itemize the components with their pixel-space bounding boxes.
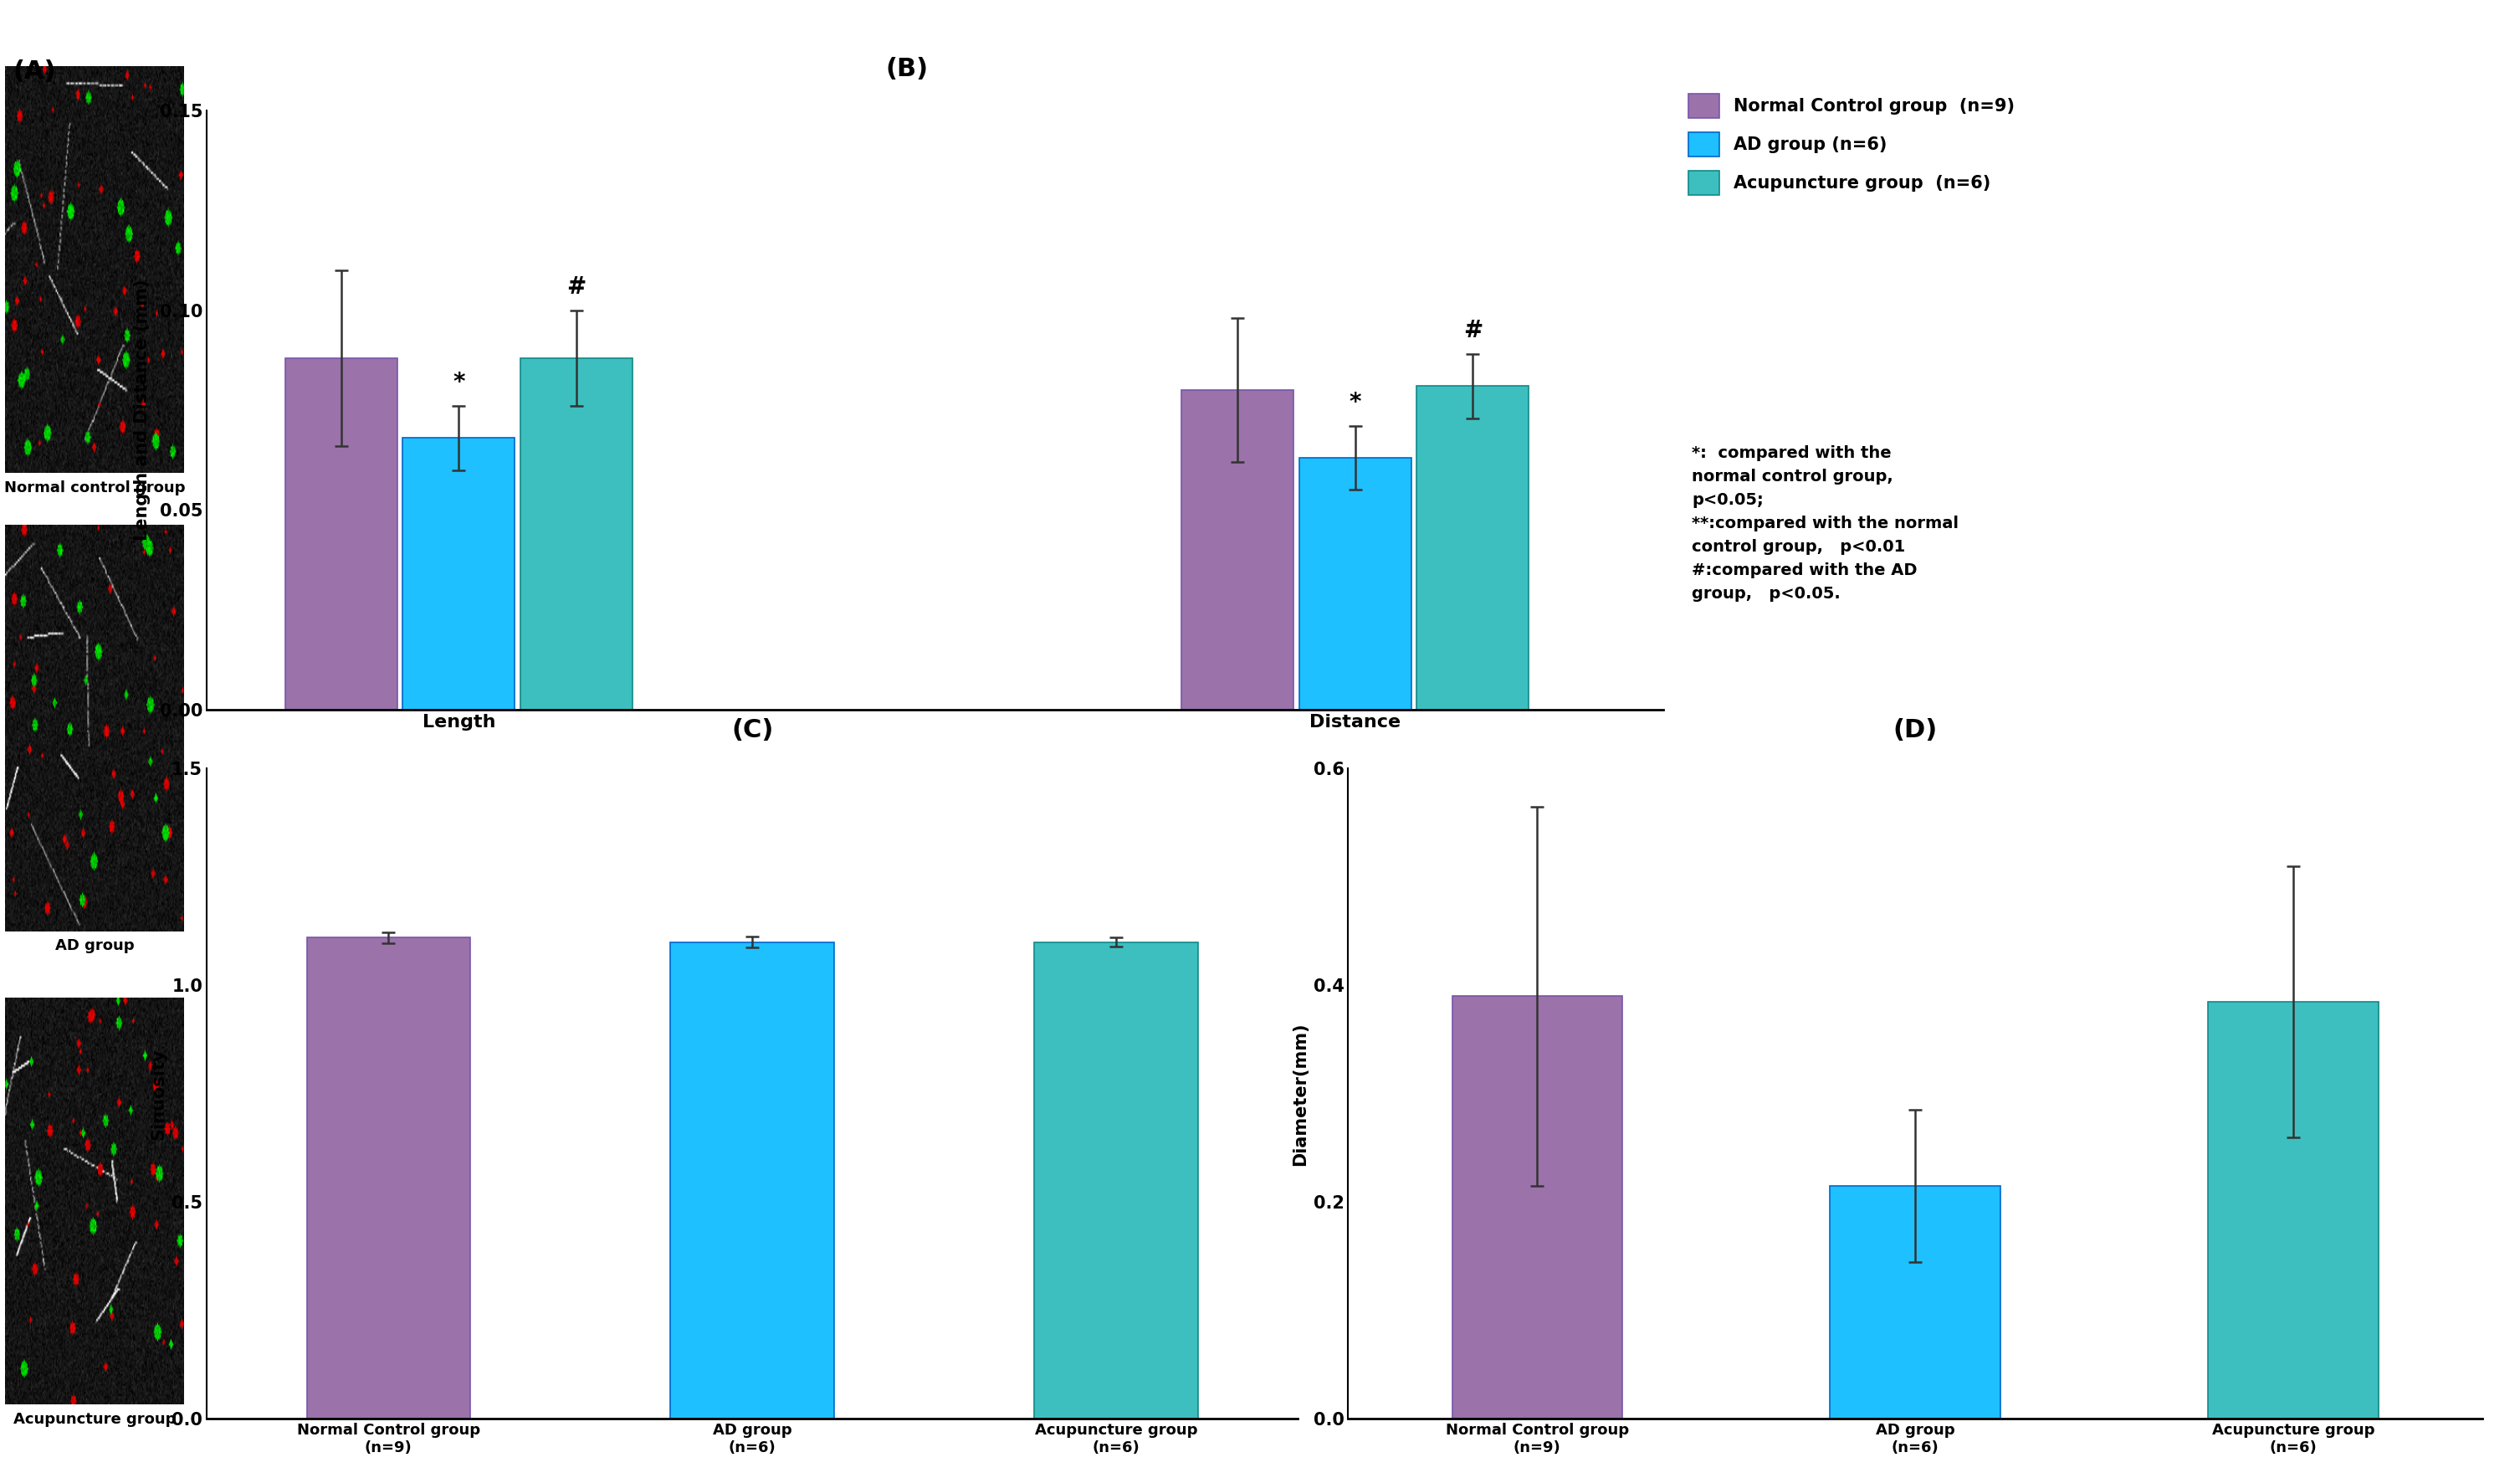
Legend: Normal Control group  (n=9), AD group (n=6), Acupuncture group  (n=6): Normal Control group (n=9), AD group (n=… — [1683, 90, 2019, 200]
Text: (D): (D) — [1893, 718, 1938, 742]
Text: #: # — [1464, 319, 1482, 343]
Bar — [1452, 996, 1623, 1419]
Bar — [307, 937, 471, 1419]
Y-axis label: Diameter(mm): Diameter(mm) — [1293, 1021, 1308, 1166]
Text: (B): (B) — [885, 56, 927, 81]
Text: #: # — [567, 275, 587, 299]
Bar — [1830, 1185, 2001, 1419]
Bar — [1416, 386, 1530, 709]
Text: AD group: AD group — [55, 939, 134, 953]
Bar — [403, 437, 514, 709]
Y-axis label: Sinuosity: Sinuosity — [151, 1048, 166, 1140]
Text: (A): (A) — [13, 59, 55, 83]
Bar — [670, 941, 834, 1419]
Bar — [1033, 941, 1197, 1419]
Text: *: * — [1348, 390, 1361, 414]
Bar — [1182, 390, 1293, 709]
Bar — [1300, 458, 1411, 709]
Bar — [285, 358, 398, 709]
Y-axis label: Length and Distance (mm): Length and Distance (mm) — [134, 279, 151, 541]
Text: (C): (C) — [731, 718, 774, 742]
Text: Normal control group: Normal control group — [5, 480, 184, 495]
Bar — [519, 358, 633, 709]
Text: *:  compared with the
normal control group,
p<0.05;
**:compared with the normal
: *: compared with the normal control grou… — [1691, 446, 1958, 602]
Bar — [2208, 1002, 2379, 1419]
Text: *: * — [454, 371, 464, 395]
Text: Acupuncture group: Acupuncture group — [13, 1411, 176, 1426]
